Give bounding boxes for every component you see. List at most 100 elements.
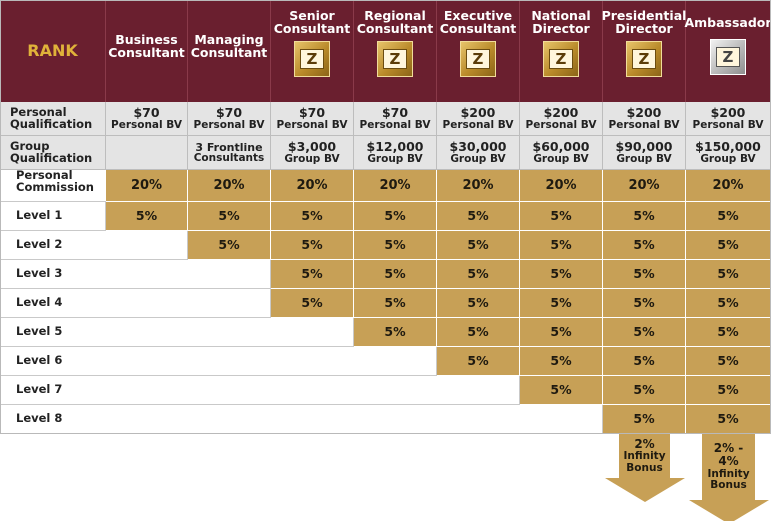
z-logo-icon: Z [638,49,650,68]
group-qualification-value: $30,000 Group BV [437,136,520,170]
rank-title-line2: Director [615,21,673,37]
z-logo-icon: Z [306,49,318,68]
level-commission-value: 5% [520,260,603,289]
badge-inner: Z [466,49,490,70]
z-gold-badge-icon: Z [626,41,662,78]
level-commission-value: 5% [686,318,771,347]
personal-commission-value: 20% [603,170,686,202]
personal-qualification-value: $70 Personal BV [188,102,271,136]
infinity-bonus-line3: Bonus [710,479,747,492]
level-commission-value: 5% [603,202,686,231]
level-commission-value: 5% [686,376,771,405]
infinity-bonus-line2: Infinity [623,450,666,463]
rank-title-line1: Senior [289,8,335,23]
infinity-bonus-percent: 2% - 4% [713,441,744,469]
rank-title-line2: Consultant [108,45,185,60]
personal-qualification-unit: Personal BV [193,118,265,131]
personal-commission-value: 20% [686,170,771,202]
rank-title-line2: Consultant [356,21,434,37]
z-gold-badge-icon: Z [377,41,413,78]
personal-qualification-amount: $70 [298,105,326,120]
level-label: Level 2 [0,231,188,260]
group-qualification-value: $60,000 Group BV [520,136,603,170]
level-commission-value: 5% [437,202,520,231]
level-commission-value: 5% [686,260,771,289]
level-commission-value: 5% [271,260,354,289]
infinity-bonus-line3: Bonus [626,461,663,474]
personal-commission-label: Personal Commission [0,168,106,202]
arrow-down-icon [604,478,685,502]
level-commission-value: 5% [686,289,771,318]
rank-header-business-consultant: Business Consultant [106,0,188,102]
personal-commission-label-line2: Commission [16,179,94,194]
level-commission-value: 5% [603,289,686,318]
level-commission-value: 5% [603,231,686,260]
personal-qualification-amount: $200 [543,105,579,120]
group-qualification-value: $150,000 Group BV [686,136,771,170]
personal-qualification-value: $70 Personal BV [271,102,354,136]
personal-qualification-amount: $200 [460,105,496,120]
personal-qualification-unit: Personal BV [692,118,764,131]
level-commission-value: 5% [603,260,686,289]
arrow-down-icon [688,500,769,521]
z-logo-icon: Z [555,49,567,68]
level-commission-value: 5% [603,318,686,347]
group-qualification-unit: Group BV [616,152,672,165]
personal-commission-value: 20% [271,170,354,202]
personal-qualification-unit: Personal BV [442,118,514,131]
personal-commission-value: 20% [520,170,603,202]
rank-header: RANK [0,0,106,102]
level-commission-value: 5% [106,202,188,231]
personal-commission-value: 20% [188,170,271,202]
personal-qualification-label: Personal Qualification [0,102,106,136]
level-label: Level 3 [0,260,271,289]
level-commission-value: 5% [686,202,771,231]
level-commission-value: 5% [603,405,686,434]
z-gold-badge-icon: Z [460,41,496,78]
level-commission-value: 5% [354,289,437,318]
level-commission-value: 5% [520,376,603,405]
badge-inner: Z [716,47,740,68]
level-commission-value: 5% [437,347,520,376]
personal-commission-value: 20% [354,170,437,202]
personal-qualification-value: $200 Personal BV [603,102,686,136]
group-qualification-label: Group Qualification [0,136,106,170]
rank-title-line1: Executive [443,8,513,23]
badge-inner: Z [300,49,324,70]
level-commission-value: 5% [603,376,686,405]
level-commission-value: 5% [271,231,354,260]
level-commission-value: 5% [437,289,520,318]
rank-title-line1: Presidential [601,8,687,23]
rank-title-line2: Consultant [439,21,517,37]
level-commission-value: 5% [271,202,354,231]
level-commission-value: 5% [271,289,354,318]
personal-qualification-unit: Personal BV [525,118,597,131]
personal-qualification-label-line1: Personal [10,105,67,119]
personal-qualification-amount: $70 [215,105,243,120]
personal-qualification-value: $70 Personal BV [354,102,437,136]
group-qualification-value: 3 Frontline Consultants [188,136,271,170]
level-commission-value: 5% [188,231,271,260]
group-qualification-unit: Group BV [450,152,506,165]
personal-commission-label-line1: Personal [16,168,73,182]
personal-qualification-unit: Personal BV [111,118,182,131]
personal-qualification-amount: $200 [626,105,662,120]
infinity-bonus-body: 2% - 4% Infinity Bonus [702,434,755,500]
rank-title-line1: Managing [194,31,264,47]
rank-header-national-director: National Director Z [520,0,603,102]
level-label: Level 1 [0,202,106,231]
rank-title-line2: Director [532,21,590,37]
group-qualification-amount: $12,000 [366,139,424,154]
infinity-bonus-percent: 2% [634,436,655,451]
z-silver-badge-icon: Z [710,39,746,76]
personal-qualification-unit: Personal BV [276,118,348,131]
infinity-bonus-line2: Infinity [707,467,750,480]
personal-qualification-unit: Personal BV [608,118,680,131]
rank-header-senior-consultant: Senior Consultant Z [271,0,354,102]
group-qualification-value: $12,000 Group BV [354,136,437,170]
personal-qualification-label-line2: Qualification [10,116,93,131]
group-qualification-amount: $30,000 [449,139,507,154]
rank-header-ambassador: Ambassador Z [684,0,771,102]
rank-title-line1: National [531,8,591,23]
